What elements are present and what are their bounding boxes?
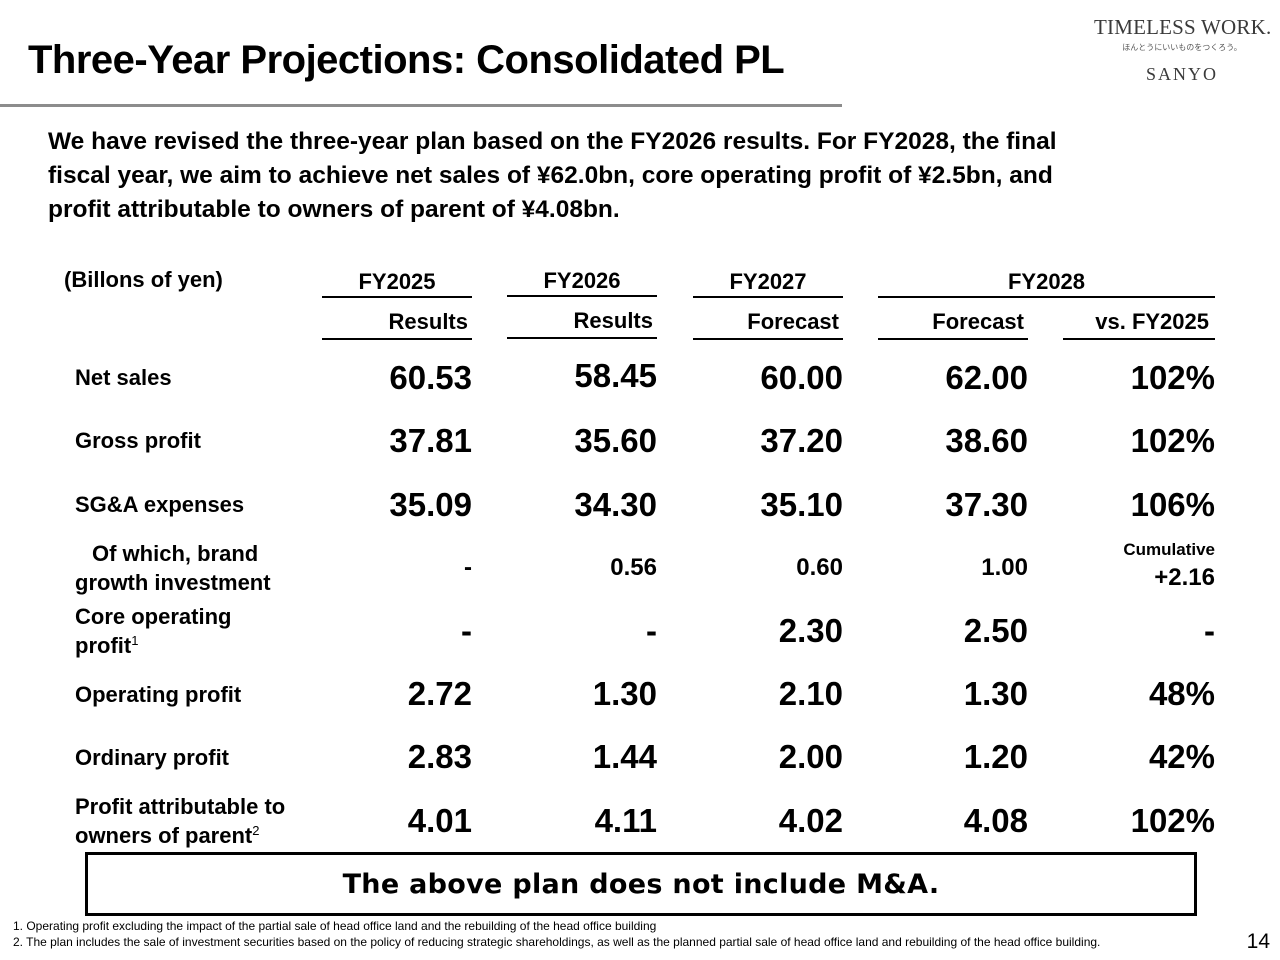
core-operating-label-line-1: Core operating [75,604,232,629]
core-operating-fy2026: - [646,612,657,649]
net-sales-fy2026: 58.45 [574,357,657,394]
profit-attributable-label-line-1: Profit attributable to [75,794,286,819]
core-operating-fy2027: 2.30 [778,612,843,649]
row-label-gross-profit: Gross profit [75,428,201,453]
intro-line-2: fiscal year, we aim to achieve net sales… [48,162,1053,189]
row-label-net-sales: Net sales [75,365,172,390]
intro-line-3: profit attributable to owners of parent … [48,196,620,223]
sga-fy2028: 37.30 [945,486,1028,523]
brand-investment-vs-note: Cumulative [1123,540,1215,559]
core-operating-fy2025: - [461,612,472,649]
footnote-ref-2: 2 [252,823,260,838]
gross-profit-fy2028: 38.60 [945,422,1028,459]
operating-profit-fy2026: 1.30 [592,675,657,712]
row-label-core-operating-profit: Core operating profit1 [75,602,231,660]
ordinary-profit-vs-fy2025: 42% [1148,738,1215,775]
sub-rule-fy2025 [322,338,472,340]
ordinary-profit-fy2026: 1.44 [592,738,657,775]
brand-investment-fy2027: 0.60 [796,554,843,581]
gross-profit-fy2026: 35.60 [574,422,657,459]
sub-rule-fy2026 [507,337,657,339]
gross-profit-fy2025: 37.81 [389,422,472,459]
logo-brand: SANYO [1145,64,1218,84]
row-label-brand-investment: Of which, brand growth investment [75,539,271,597]
page-number: 14 [1246,930,1270,953]
gross-profit-vs-fy2025: 102% [1130,422,1215,459]
footnote-ref-1: 1 [131,633,139,648]
sub-header-fy2026: Results [573,308,653,333]
gross-profit-fy2027: 37.20 [760,422,843,459]
year-header-fy2027: FY2027 [729,269,807,294]
footnote-2: 2. The plan includes the sale of investm… [13,935,1101,949]
sub-header-vs-fy2025: vs. FY2025 [1095,309,1209,334]
profit-attributable-fy2027: 4.02 [778,802,843,839]
title-divider [0,104,842,107]
sub-rule-fy2027 [693,338,843,340]
profit-attributable-vs-fy2025: 102% [1130,802,1215,839]
footnote-1: 1. Operating profit excluding the impact… [13,919,657,933]
year-header-fy2026: FY2026 [543,268,621,293]
sga-vs-fy2025: 106% [1130,486,1215,523]
year-header-fy2025: FY2025 [358,269,436,294]
net-sales-fy2025: 60.53 [389,359,472,396]
net-sales-fy2027: 60.00 [760,359,843,396]
core-operating-vs-fy2025: - [1204,612,1215,649]
ma-notice-box: The above plan does not include M&A. [85,852,1197,916]
sub-rule-vs-fy2025 [1063,338,1215,340]
brand-investment-fy2028: 1.00 [981,554,1028,581]
page-title: Three-Year Projections: Consolidated PL [28,38,785,82]
net-sales-fy2028: 62.00 [945,359,1028,396]
row-label-ordinary-profit: Ordinary profit [75,745,230,770]
brand-investment-fy2025: - [464,554,472,581]
ordinary-profit-fy2027: 2.00 [778,738,843,775]
row-label-profit-attributable: Profit attributable to owners of parent2 [75,792,285,850]
row-label-operating-profit: Operating profit [75,682,242,707]
brand-investment-label-line-1: Of which, brand [92,541,259,566]
brand-investment-vs-value: +2.16 [1154,564,1215,591]
brand-investment-fy2026: 0.56 [610,554,657,581]
intro-paragraph: We have revised the three-year plan base… [48,125,1238,227]
unit-label: (Billons of yen) [64,267,223,292]
operating-profit-vs-fy2025: 48% [1148,675,1215,712]
company-logo: TIMELESS WORK. ほんとうにいいものをつくろう。 SANYO [1094,14,1272,87]
intro-line-1: We have revised the three-year plan base… [48,128,1057,155]
sga-fy2026: 34.30 [574,486,657,523]
sub-rule-fy2028 [878,338,1028,340]
profit-attributable-fy2025: 4.01 [407,802,472,839]
operating-profit-fy2027: 2.10 [778,675,843,712]
core-operating-fy2028: 2.50 [963,612,1028,649]
sub-header-fy2025: Results [388,309,468,334]
brand-investment-label-line-2: growth investment [75,570,271,595]
header-rule-fy2025 [322,296,472,298]
core-operating-label-line-2: profit [75,633,132,658]
year-header-fy2028: FY2028 [1007,269,1086,294]
profit-attributable-fy2026: 4.11 [594,802,657,839]
logo-wordmark: TIMELESS WORK. [1094,15,1272,39]
operating-profit-fy2028: 1.30 [963,675,1028,712]
header-rule-fy2028 [878,296,1215,298]
sub-header-fy2028: Forecast [932,309,1024,334]
logo-tagline: ほんとうにいいものをつくろう。 [1122,43,1242,52]
profit-attributable-fy2028: 4.08 [963,802,1028,839]
sga-fy2027: 35.10 [760,486,843,523]
net-sales-vs-fy2025: 102% [1130,359,1215,396]
row-label-sga-expenses: SG&A expenses [75,492,245,517]
ordinary-profit-fy2025: 2.83 [407,738,472,775]
profit-attributable-label-line-2: owners of parent [75,823,253,848]
ordinary-profit-fy2028: 1.20 [963,738,1028,775]
operating-profit-fy2025: 2.72 [407,675,472,712]
sub-header-fy2027: Forecast [747,309,839,334]
header-rule-fy2027 [693,296,843,298]
header-rule-fy2026 [507,295,657,297]
sga-fy2025: 35.09 [389,486,472,523]
